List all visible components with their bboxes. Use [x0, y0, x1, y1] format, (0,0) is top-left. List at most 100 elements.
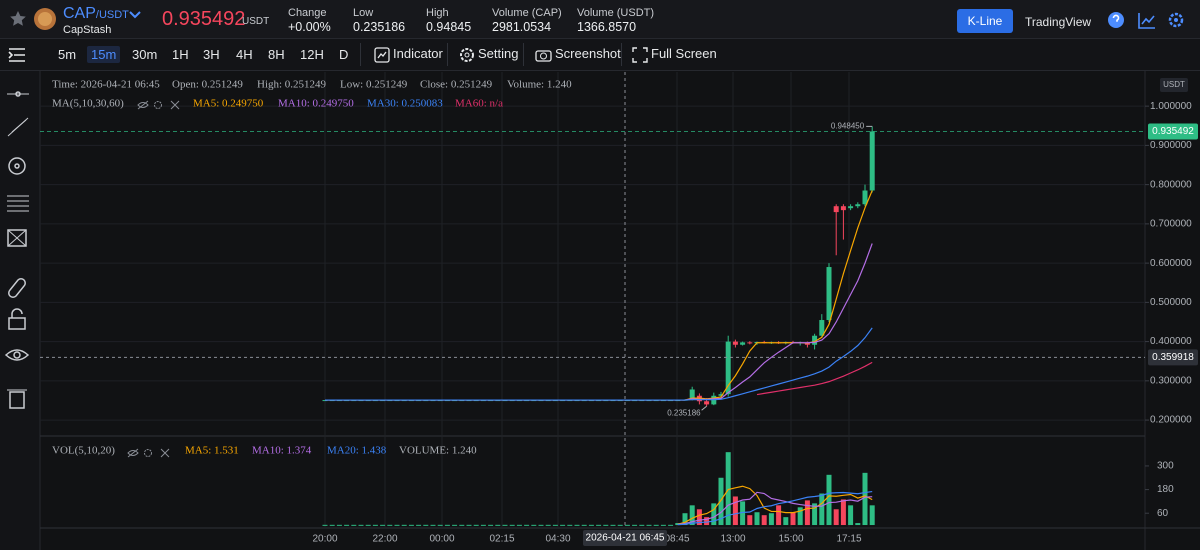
volume-bar: [358, 524, 364, 526]
view-tab[interactable]: TradingView: [1025, 15, 1092, 29]
volume-bar: [783, 517, 789, 526]
interval[interactable]: 12H: [300, 47, 324, 62]
interval[interactable]: 3H: [203, 47, 220, 62]
delete-tool[interactable]: [7, 389, 27, 409]
candle-body: [812, 335, 818, 345]
volume-bar: [761, 515, 767, 526]
interval[interactable]: D: [339, 47, 349, 62]
unit-badge: [1160, 78, 1188, 92]
volume-bar: [732, 496, 738, 526]
line-tool[interactable]: [7, 91, 29, 97]
volume-bar: [747, 515, 753, 526]
volume-bar: [574, 524, 580, 526]
stat-label: Volume (CAP): [492, 7, 562, 19]
circle-tool[interactable]: [8, 157, 26, 175]
close-icon: [160, 448, 170, 458]
pattern-tool[interactable]: [7, 229, 27, 247]
help-icon[interactable]: [1108, 12, 1124, 28]
ohlc-info: Time: 2026-04-21 06:45 Open: 0.251249 High…: [52, 79, 572, 91]
volume-bar: [740, 501, 746, 526]
grid: [40, 72, 1145, 527]
volume-bar: [322, 524, 328, 526]
volume-bar: [754, 512, 760, 526]
view-tab-active[interactable]: K-Line: [957, 9, 1013, 33]
volume-bar: [610, 524, 616, 526]
volume-bar: [437, 524, 443, 526]
candle-body: [855, 204, 861, 207]
favorite-icon[interactable]: [9, 10, 27, 28]
ma-line: [325, 327, 873, 401]
fullscreen-icon: [632, 47, 648, 63]
volume-bar: [862, 472, 868, 526]
indicator-button[interactable]: Indicator: [393, 46, 443, 61]
interval[interactable]: 1H: [172, 47, 189, 62]
ma-line: [325, 243, 873, 401]
fib-tool[interactable]: [7, 195, 29, 212]
screenshot-button[interactable]: Screenshot: [555, 46, 621, 61]
crosshair-time-tag: [583, 530, 667, 546]
visibility-tool[interactable]: [4, 349, 30, 361]
volume-bar: [682, 513, 688, 526]
separator: [523, 43, 524, 66]
x-tick-label: 08:45: [664, 534, 689, 545]
sidebar-icons: [4, 91, 30, 409]
volume-bar: [401, 524, 407, 526]
hide-icon: [127, 448, 139, 458]
lock-tool[interactable]: [8, 308, 26, 330]
info-text: Time: 2026-04-21 06:45: [52, 79, 160, 91]
x-tick-label: 22:00: [372, 534, 397, 545]
interval[interactable]: 4H: [236, 47, 253, 62]
fullscreen-button[interactable]: Full Screen: [651, 46, 717, 61]
trend-tool[interactable]: [7, 117, 29, 137]
hide-icon: [137, 100, 149, 110]
axis-unit: USDT: [1163, 80, 1185, 89]
volume-bar: [560, 524, 566, 526]
volume-bar: [624, 524, 630, 526]
ma-legend: MA10: 0.249750: [278, 98, 354, 110]
interval[interactable]: 5m: [58, 47, 77, 62]
volume-bar: [848, 505, 854, 526]
volume-bar: [797, 507, 803, 526]
legend-controls[interactable]: [127, 448, 170, 458]
candle-body: [840, 206, 846, 211]
volume-bar: [689, 505, 695, 526]
interval[interactable]: 30m: [132, 47, 158, 62]
volume-bar: [776, 505, 782, 526]
candle-body: [819, 320, 825, 336]
indicator-icon: [374, 47, 390, 63]
volume-bar: [394, 524, 400, 526]
legend-controls[interactable]: [137, 100, 180, 110]
y-tick-label: 0.600000: [1150, 258, 1192, 269]
crosshair-price-tag: [1148, 349, 1198, 366]
volume-bar: [826, 474, 832, 526]
magnet-tool[interactable]: [8, 278, 26, 298]
stat-label: Volume (USDT): [577, 7, 655, 19]
setting-button[interactable]: Setting: [478, 46, 519, 61]
volume-bar: [725, 452, 731, 526]
settings-icon[interactable]: [1168, 12, 1184, 28]
menu-icon[interactable]: [8, 48, 26, 62]
candle-body: [862, 190, 868, 205]
y-tick-label: 0.500000: [1150, 297, 1192, 308]
volume-bar: [524, 524, 530, 526]
chart-icon[interactable]: [1138, 13, 1155, 29]
interval[interactable]: 15m: [87, 46, 121, 63]
symbol-dropdown[interactable]: [128, 10, 142, 20]
stat-value: 2981.0534: [492, 20, 552, 34]
volume-bar: [509, 524, 515, 526]
separator: [621, 43, 622, 66]
low-marker-line: [701, 405, 707, 411]
volume-bar: [668, 524, 674, 526]
symbol-quote: /USDT: [95, 9, 129, 21]
interval[interactable]: 8H: [268, 47, 285, 62]
volume-bar: [336, 524, 342, 526]
ma-title: MA(5,10,30,60): [52, 98, 124, 110]
volume-bar: [696, 509, 702, 526]
candle-body: [747, 342, 753, 344]
symbol[interactable]: CAP/USDT: [63, 5, 129, 23]
volume-bar: [365, 524, 371, 526]
stat-value: 0.235186: [353, 20, 406, 34]
symbol-name: CapStash: [63, 24, 112, 36]
low-marker-label: 0.235186: [667, 408, 701, 417]
